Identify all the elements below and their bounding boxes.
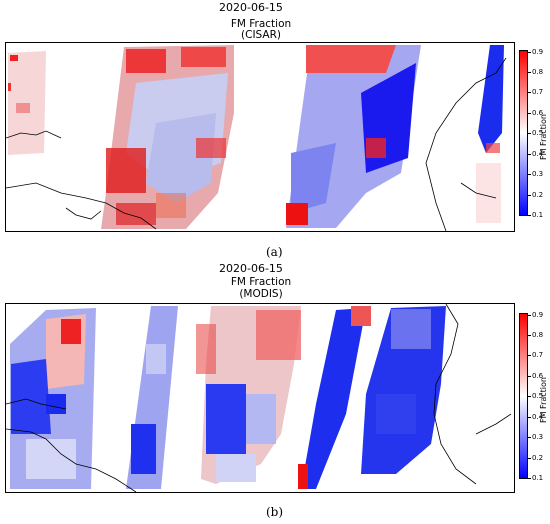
panel-a-swath-4 xyxy=(476,45,504,223)
panel-b-tick: 0.1 xyxy=(527,474,544,482)
panel-b-tick: 0.8 xyxy=(527,331,544,339)
panel-b-tick: 0.2 xyxy=(527,454,544,462)
panel-b-tick: 0.7 xyxy=(527,351,544,359)
panel-a-date: 2020-06-15 xyxy=(219,1,283,14)
panel-b-colorbar xyxy=(519,313,528,479)
panel-a-map xyxy=(5,42,515,232)
panel-b-colorbar-label: FM Fraction xyxy=(539,377,548,423)
panel-a-tick: 0.8 xyxy=(527,68,544,76)
panel-a-caption: (a) xyxy=(266,245,283,259)
panel-a-swath-1 xyxy=(8,51,46,155)
panel-a-tick: 0.9 xyxy=(527,48,544,56)
panel-b-caption: (b) xyxy=(266,505,284,519)
panel-a-tick: 0.4 xyxy=(527,150,544,158)
panel-a-swath-3 xyxy=(286,45,421,228)
panel-b-map-canvas xyxy=(6,304,512,492)
panel-b-title-line1: FM Fraction xyxy=(230,276,292,288)
panel-b-swath-4 xyxy=(298,306,371,489)
panel-a-swath-2 xyxy=(101,45,234,229)
panel-a-coastlines xyxy=(6,57,507,231)
panel-a-tick: 0.5 xyxy=(527,129,544,137)
panel-a-map-canvas xyxy=(6,45,507,231)
panel-b-tick: 0.6 xyxy=(527,372,544,380)
panel-a-colorbar xyxy=(519,50,528,216)
panel-a-tick: 0.1 xyxy=(527,211,544,219)
panel-b-swath-2 xyxy=(126,306,178,489)
panel-b-tick: 0.3 xyxy=(527,433,544,441)
panel-b-colorbar-ticks: 0.9 0.8 0.7 0.6 0.5 0.4 0.3 0.2 0.1 xyxy=(527,311,550,482)
panel-a-tick: 0.3 xyxy=(527,170,544,178)
panel-b-coastlines xyxy=(6,304,512,492)
panel-b-tick: 0.9 xyxy=(527,311,544,319)
panel-b-tick: 0.5 xyxy=(527,392,544,400)
panel-a-tick: 0.6 xyxy=(527,109,544,117)
panel-a-title-line2: (CISAR) xyxy=(241,29,281,41)
panel-b-title-line2: (MODIS) xyxy=(239,288,283,300)
panel-b-map xyxy=(5,303,515,493)
panel-b-swath-3 xyxy=(196,306,301,484)
panel-b-swath-5 xyxy=(361,306,446,474)
panel-b-date: 2020-06-15 xyxy=(219,262,283,275)
panel-b-tick: 0.4 xyxy=(527,413,544,421)
panel-a-colorbar-ticks: 0.9 0.8 0.7 0.6 0.5 0.4 0.3 0.2 0.1 xyxy=(527,48,550,219)
panel-b-swath-1 xyxy=(10,308,96,489)
panel-a-tick: 0.2 xyxy=(527,191,544,199)
panel-a-title-line1: FM Fraction xyxy=(230,18,292,30)
panel-a-colorbar-label: FM Fraction xyxy=(539,114,548,160)
panel-a-tick: 0.7 xyxy=(527,88,544,96)
